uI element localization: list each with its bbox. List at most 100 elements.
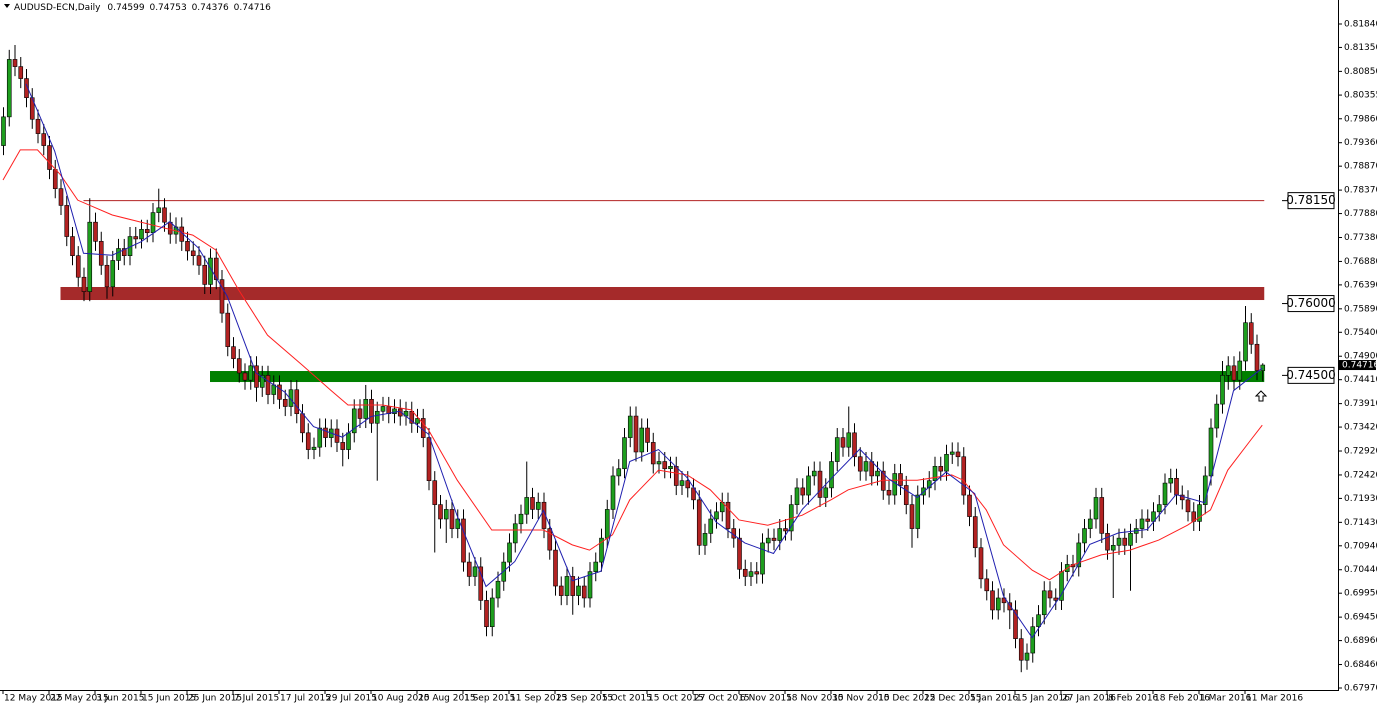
candle-body <box>639 427 645 453</box>
x-tick-label: 8 Feb 2016 <box>1108 694 1159 704</box>
candle-body <box>300 413 305 434</box>
candle-body <box>93 221 98 242</box>
candle-body <box>1030 626 1036 654</box>
candle-body <box>489 597 495 628</box>
candle-body <box>196 255 202 266</box>
candle-body <box>581 585 587 599</box>
current-price-box <box>1339 360 1376 371</box>
candle-body <box>627 415 633 438</box>
candle-body <box>294 389 300 414</box>
candle-body <box>432 480 438 505</box>
candle-body <box>162 207 167 223</box>
candle-body <box>1 116 6 146</box>
moving-average-line <box>2 149 1263 581</box>
candle-body <box>714 511 719 520</box>
header-triangle <box>4 4 10 8</box>
candle-body <box>829 461 834 489</box>
x-tick-label: 1 Sep 2015 <box>464 694 515 704</box>
candle-body <box>47 145 52 170</box>
candle-body <box>41 133 47 146</box>
x-tick-label: 11 Sep 2015 <box>510 694 567 704</box>
candle-body <box>1202 475 1208 505</box>
candle-body <box>340 442 346 450</box>
candle-body <box>1220 375 1225 405</box>
candle-body <box>144 229 150 234</box>
x-tick-label: 11 Mar 2016 <box>1246 694 1303 704</box>
candle-body <box>1185 499 1191 513</box>
candle-body <box>185 241 190 252</box>
candle-body <box>840 437 846 448</box>
moving-average-line <box>25 83 1263 639</box>
candle-body <box>225 312 231 347</box>
candle-body <box>64 205 70 237</box>
header-low: 0.74376 <box>192 3 229 13</box>
candle-body <box>18 66 24 79</box>
level-zone <box>60 287 1265 301</box>
candle-body <box>236 358 242 374</box>
x-tick-label: 23 Sep 2015 <box>556 694 613 704</box>
candle-body <box>121 248 127 256</box>
current-price-label: 0.74716 <box>1342 361 1377 371</box>
candle-body <box>190 250 196 256</box>
candle-body <box>420 418 426 438</box>
candle-body <box>1208 427 1214 477</box>
candle-body <box>949 451 955 455</box>
x-tick-label: 10 Aug 2015 <box>372 694 430 704</box>
candle-body <box>909 504 915 529</box>
candle-body <box>202 264 208 285</box>
candle-body <box>484 600 489 628</box>
level-label: 0.76000 <box>1286 296 1336 310</box>
candle-body <box>323 427 328 438</box>
candle-body <box>995 597 1001 611</box>
candle-body <box>426 437 432 481</box>
candle-body <box>599 537 604 563</box>
candle-body <box>622 437 627 470</box>
x-tick-label: 15 Jun 2015 <box>142 694 196 704</box>
candle-body <box>978 547 984 580</box>
candle-body <box>869 461 875 477</box>
candle-body <box>231 346 236 359</box>
candle-body <box>748 571 754 577</box>
candle-body <box>415 418 420 424</box>
header-high: 0.74753 <box>149 3 186 13</box>
candle-body <box>363 399 369 419</box>
candle-body <box>311 446 317 450</box>
x-tick-label: 7 Jul 2015 <box>234 694 279 704</box>
candle-body <box>213 257 219 280</box>
candle-body <box>1036 614 1041 628</box>
candle-body <box>374 410 380 424</box>
level-label: 0.78150 <box>1286 193 1336 207</box>
candle-body <box>1013 609 1018 639</box>
candle-body <box>507 542 512 563</box>
candle-body <box>990 590 995 611</box>
candle-body <box>52 169 58 189</box>
candle-body <box>811 470 817 477</box>
candle-body <box>1116 537 1122 546</box>
candle-body <box>650 442 656 465</box>
candle-body <box>24 78 29 99</box>
candle-body <box>495 580 501 599</box>
candle-body <box>725 501 731 529</box>
candle-body <box>915 494 921 529</box>
candle-body <box>478 566 484 601</box>
x-tick-label: 27 Jan 2016 <box>1062 694 1116 704</box>
candle-body <box>967 494 972 517</box>
candle-body <box>87 221 93 292</box>
candle-body <box>524 497 530 515</box>
candle-body <box>248 365 254 381</box>
x-tick-label: 22 Dec 2015 <box>924 694 982 704</box>
x-tick-label: 6 Nov 2015 <box>740 694 792 704</box>
candle-body <box>1139 518 1145 529</box>
candle-body <box>282 399 288 407</box>
candle-body <box>777 528 783 541</box>
